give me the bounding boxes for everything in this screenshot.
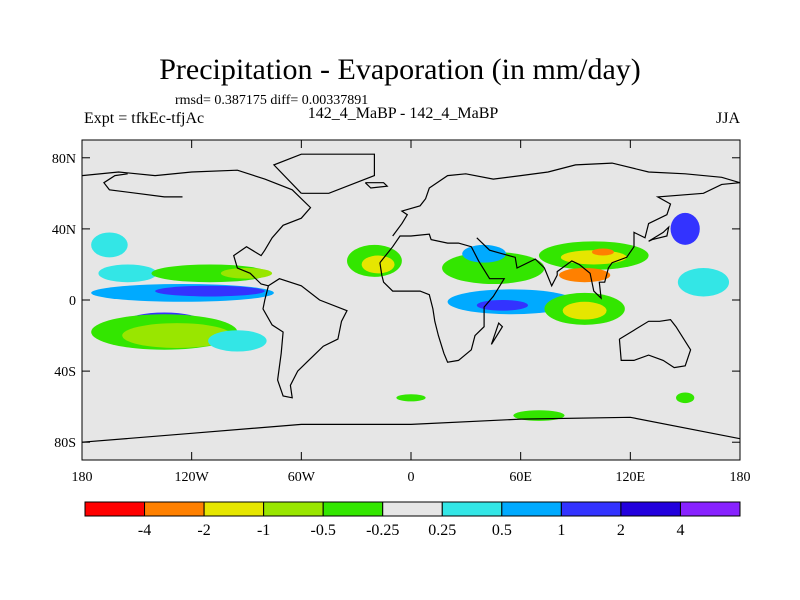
lat-tick-label: 80S bbox=[54, 436, 76, 451]
colorbar-label: 4 bbox=[676, 522, 684, 539]
field-patch bbox=[462, 244, 507, 263]
colorbar-label: -0.5 bbox=[311, 522, 336, 539]
coastline-layer bbox=[82, 153, 740, 443]
coastline bbox=[379, 233, 506, 363]
colorbar-swatch bbox=[441, 501, 503, 517]
season-label: JJA bbox=[715, 110, 740, 127]
lat-tick-label: 40S bbox=[54, 365, 76, 380]
lat-tick-label: 0 bbox=[69, 294, 76, 309]
lon-tick-label: 120E bbox=[616, 470, 646, 485]
field-patch bbox=[677, 268, 730, 297]
colorbar-swatch bbox=[84, 501, 146, 517]
field-patch bbox=[91, 232, 128, 258]
coastline bbox=[392, 162, 740, 237]
field-patch bbox=[208, 330, 267, 352]
colorbar-label: -1 bbox=[257, 522, 270, 539]
coastline bbox=[262, 278, 348, 399]
colorbar-swatch bbox=[560, 501, 622, 517]
colorbar-label: 0.5 bbox=[492, 522, 512, 539]
coastline bbox=[82, 169, 312, 287]
chart-title: Precipitation - Evaporation (in mm/day) bbox=[159, 53, 641, 86]
coastline bbox=[272, 153, 375, 194]
lat-tick-label: 80N bbox=[52, 152, 76, 167]
colorbar-swatch bbox=[144, 501, 205, 517]
field-patch bbox=[361, 255, 395, 274]
coastline bbox=[82, 416, 740, 443]
coastline bbox=[476, 182, 740, 300]
field-patch bbox=[559, 268, 611, 283]
lon-tick-label: 180 bbox=[72, 470, 93, 485]
colorbar-swatch bbox=[322, 501, 384, 517]
colorbar-label: -0.25 bbox=[366, 522, 399, 539]
field-patch bbox=[220, 268, 273, 279]
colorbar-label: 2 bbox=[617, 522, 625, 539]
colorbar-swatch bbox=[620, 501, 681, 517]
field-patch bbox=[396, 394, 426, 402]
lat-tick-label: 40N bbox=[52, 223, 76, 238]
colorbar-swatch bbox=[203, 501, 265, 517]
colorbar-swatch bbox=[501, 501, 562, 517]
lon-tick-label: 180 bbox=[730, 470, 751, 485]
colorbar-swatch bbox=[382, 501, 443, 517]
field-patch bbox=[591, 248, 614, 256]
lon-tick-label: 120W bbox=[175, 470, 210, 485]
lon-tick-label: 60W bbox=[288, 470, 316, 485]
field-layer bbox=[91, 212, 730, 421]
colorbar-swatch bbox=[263, 501, 324, 517]
colorbar: -4 -2 -1 -0.5 -0.25 0.25 0.5 1 2 4 bbox=[84, 501, 741, 539]
coastline bbox=[364, 182, 389, 189]
axis-layer: 80N 40N 0 40S 80S 180 120W 60W 0 60E 120E 180 bbox=[52, 140, 751, 485]
field-patch bbox=[670, 212, 700, 245]
coastline bbox=[103, 173, 183, 198]
lon-tick-label: 60E bbox=[509, 470, 532, 485]
case-label: 142_4_MaBP - 142_4_MaBP bbox=[307, 105, 499, 122]
coastline bbox=[618, 318, 692, 369]
field-patch bbox=[122, 323, 232, 348]
coastline bbox=[648, 225, 670, 242]
lon-tick-label: 0 bbox=[408, 470, 415, 485]
colorbar-label: 0.25 bbox=[428, 522, 456, 539]
coastline bbox=[490, 322, 504, 345]
field-patch bbox=[476, 300, 528, 311]
field-patch bbox=[442, 252, 545, 284]
colorbar-label: 1 bbox=[557, 522, 565, 539]
colorbar-label: -2 bbox=[197, 522, 210, 539]
field-patch bbox=[562, 301, 607, 320]
field-patch bbox=[676, 392, 695, 404]
field-patch bbox=[155, 285, 265, 297]
colorbar-label: -4 bbox=[138, 522, 151, 539]
experiment-label: Expt = tfkEc-tfjAc bbox=[84, 110, 205, 127]
field-patch bbox=[98, 264, 157, 283]
colorbar-swatch bbox=[679, 501, 741, 517]
stats-text: rmsd= 0.387175 diff= 0.00337891 bbox=[175, 93, 369, 108]
